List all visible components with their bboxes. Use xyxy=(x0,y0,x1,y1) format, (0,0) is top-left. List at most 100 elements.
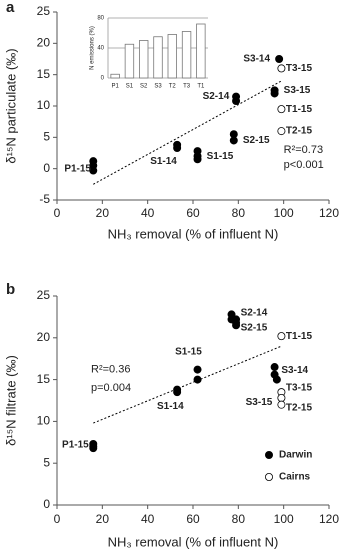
y-tick-label: 25 xyxy=(37,288,51,302)
point-label: S3-14 xyxy=(281,365,308,376)
point-label: S2-14 xyxy=(203,91,230,102)
x-axis-label: NH₃ removal (% of influent N) xyxy=(108,534,279,549)
data-point xyxy=(277,332,286,341)
point-label: T1-15 xyxy=(286,331,313,342)
y-tick-label: 0 xyxy=(43,161,50,175)
x-tick-label: 100 xyxy=(274,206,294,220)
y-tick-label: 5 xyxy=(43,130,50,144)
legend-label: Cairns xyxy=(279,472,311,483)
stat-label: R²=0.73 xyxy=(284,144,323,156)
data-point xyxy=(89,166,98,175)
inset-bar xyxy=(196,23,206,79)
data-point xyxy=(277,400,286,409)
x-axis-label: NH₃ removal (% of influent N) xyxy=(108,226,279,241)
data-point xyxy=(270,89,279,98)
y-tick-label: 15 xyxy=(37,67,51,81)
y-tick-label: -5 xyxy=(39,192,50,206)
data-point xyxy=(232,315,241,324)
point-label: S1-15 xyxy=(207,151,234,162)
inset-x-tick-label: P1 xyxy=(111,84,119,90)
x-tick-label: 20 xyxy=(96,512,110,526)
x-tick-label: 80 xyxy=(232,512,246,526)
point-label: T3-15 xyxy=(286,383,313,394)
x-tick-label: 20 xyxy=(96,206,110,220)
data-point xyxy=(229,136,238,145)
point-label: S3-14 xyxy=(243,54,270,65)
data-point xyxy=(89,444,98,453)
data-point xyxy=(272,375,281,384)
x-tick-label: 40 xyxy=(141,206,155,220)
x-tick-label: 60 xyxy=(186,512,200,526)
point-label: T2-15 xyxy=(286,126,313,137)
y-tick-label: 10 xyxy=(37,414,51,428)
y-tick-label: 25 xyxy=(37,4,51,18)
inset-y-tick-label: 40 xyxy=(97,46,104,52)
inset-y-tick-label: 0 xyxy=(101,76,105,82)
stat-label: p=0.004 xyxy=(91,382,131,394)
data-point xyxy=(277,393,286,402)
data-point xyxy=(193,365,202,374)
point-label: S2-14 xyxy=(241,307,268,318)
data-point xyxy=(277,64,286,73)
point-label: S3-15 xyxy=(284,85,311,96)
x-tick-label: 0 xyxy=(54,512,61,526)
point-label: T3-15 xyxy=(286,63,313,74)
inset-bar xyxy=(181,31,192,79)
point-label: S1-14 xyxy=(157,401,184,412)
y-tick-label: 20 xyxy=(37,330,51,344)
x-tick-label: 0 xyxy=(54,206,61,220)
point-label: S2-15 xyxy=(243,135,270,146)
panel-label: a xyxy=(6,0,15,16)
legend-marker xyxy=(264,472,273,481)
inset-bar xyxy=(124,43,135,79)
x-tick-label: 60 xyxy=(186,206,200,220)
trendline xyxy=(93,345,282,424)
x-tick-label: 100 xyxy=(274,512,294,526)
data-point xyxy=(232,96,241,105)
y-tick-label: 0 xyxy=(43,497,50,511)
inset-x-tick-label: S1 xyxy=(126,84,134,90)
data-point xyxy=(270,363,279,372)
y-tick-label: 15 xyxy=(37,372,51,386)
point-label: S3-15 xyxy=(246,397,273,408)
data-point xyxy=(277,127,286,136)
inset-bar xyxy=(139,40,149,79)
data-point xyxy=(173,143,182,152)
inset-bar xyxy=(153,36,163,79)
panel-label: b xyxy=(6,281,15,298)
data-point xyxy=(193,155,202,164)
stat-label: R²=0.36 xyxy=(91,363,130,375)
point-label: S1-15 xyxy=(175,347,202,358)
data-point xyxy=(193,375,202,384)
point-label: S2-15 xyxy=(241,322,268,333)
inset-bar xyxy=(110,73,120,79)
stat-label: p<0.001 xyxy=(284,159,324,171)
y-tick-label: 20 xyxy=(37,36,51,50)
data-point xyxy=(173,388,182,397)
point-label: T1-15 xyxy=(286,104,313,115)
inset-y-tick-label: 80 xyxy=(97,16,104,22)
point-label: T2-15 xyxy=(286,403,313,414)
x-tick-label: 120 xyxy=(319,206,339,220)
y-axis-label: δ¹⁵N particulate (‰) xyxy=(3,48,18,163)
trendline xyxy=(93,80,282,185)
point-label: P1-15 xyxy=(62,439,89,450)
inset-x-tick-label: S3 xyxy=(154,84,162,90)
legend-marker xyxy=(264,450,273,459)
data-point xyxy=(277,105,286,114)
point-label: P1-15 xyxy=(64,163,91,174)
inset-x-tick-label: S2 xyxy=(140,84,148,90)
y-tick-label: 10 xyxy=(37,98,51,112)
legend-label: Darwin xyxy=(279,450,312,461)
inset-x-tick-label: T3 xyxy=(183,84,191,90)
data-point xyxy=(275,55,284,64)
x-tick-label: 40 xyxy=(141,512,155,526)
inset-y-axis-label: N emissions (%) xyxy=(90,26,96,70)
y-tick-label: 5 xyxy=(43,455,50,469)
point-label: S1-14 xyxy=(150,156,177,167)
x-tick-label: 80 xyxy=(232,206,246,220)
inset-x-tick-label: T1 xyxy=(197,84,205,90)
inset-x-tick-label: T2 xyxy=(169,84,177,90)
x-tick-label: 120 xyxy=(319,512,339,526)
